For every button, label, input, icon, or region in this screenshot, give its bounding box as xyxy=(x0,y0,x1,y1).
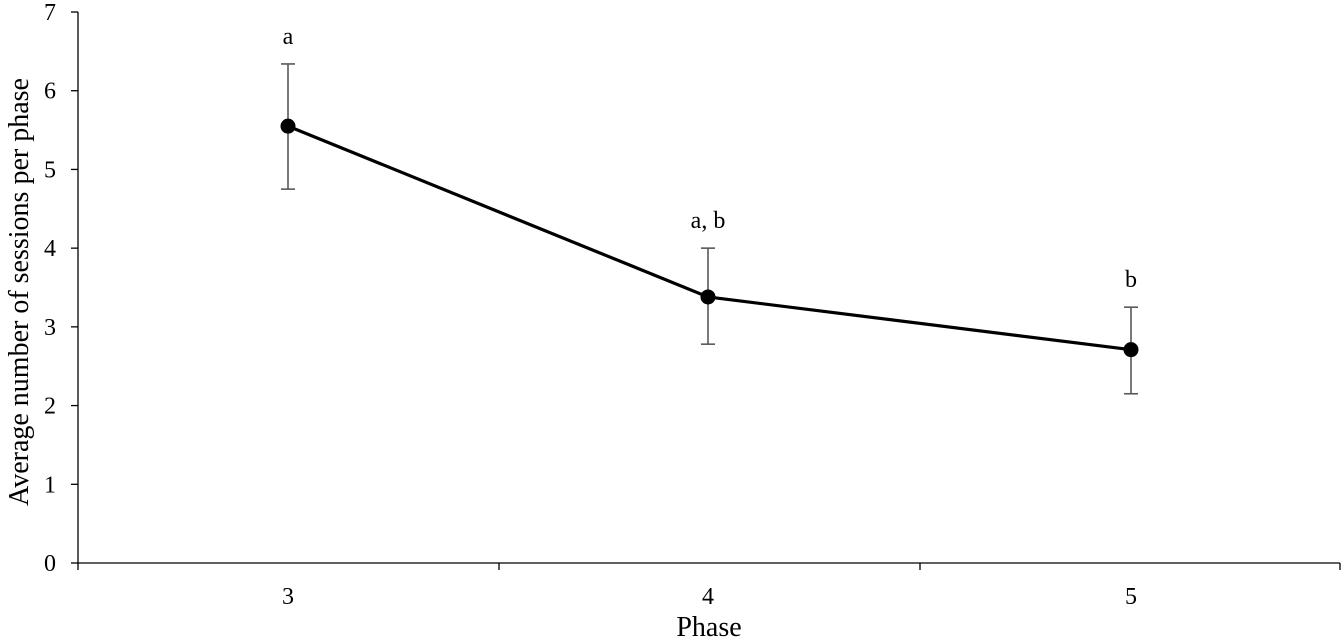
x-tick-label: 3 xyxy=(282,584,294,610)
x-tick-label: 5 xyxy=(1125,584,1137,610)
y-tick-label: 2 xyxy=(44,394,56,420)
y-tick-label: 3 xyxy=(44,315,56,341)
y-tick-label: 6 xyxy=(44,79,56,105)
y-tick-label: 0 xyxy=(44,551,56,577)
significance-label: a xyxy=(283,24,294,50)
data-point xyxy=(1123,342,1139,358)
x-tick-label: 4 xyxy=(702,584,714,610)
data-point xyxy=(700,289,716,305)
data-point xyxy=(280,118,296,134)
significance-label: a, b xyxy=(691,208,726,234)
y-tick-label: 7 xyxy=(44,0,56,26)
series-line xyxy=(287,124,1132,352)
y-tick-label: 5 xyxy=(44,157,56,183)
axes: 0 1 2 3 4 5 6 7 3 4 5 xyxy=(44,0,1341,610)
y-axis-title: Average number of sessions per phase xyxy=(4,78,35,506)
x-axis-title: Phase xyxy=(676,612,741,640)
significance-label: b xyxy=(1125,267,1137,293)
labels: Phase Average number of sessions per phas… xyxy=(4,24,1137,640)
series xyxy=(280,118,1139,358)
y-tick-label: 1 xyxy=(44,472,56,498)
y-tick-label: 4 xyxy=(44,236,56,262)
